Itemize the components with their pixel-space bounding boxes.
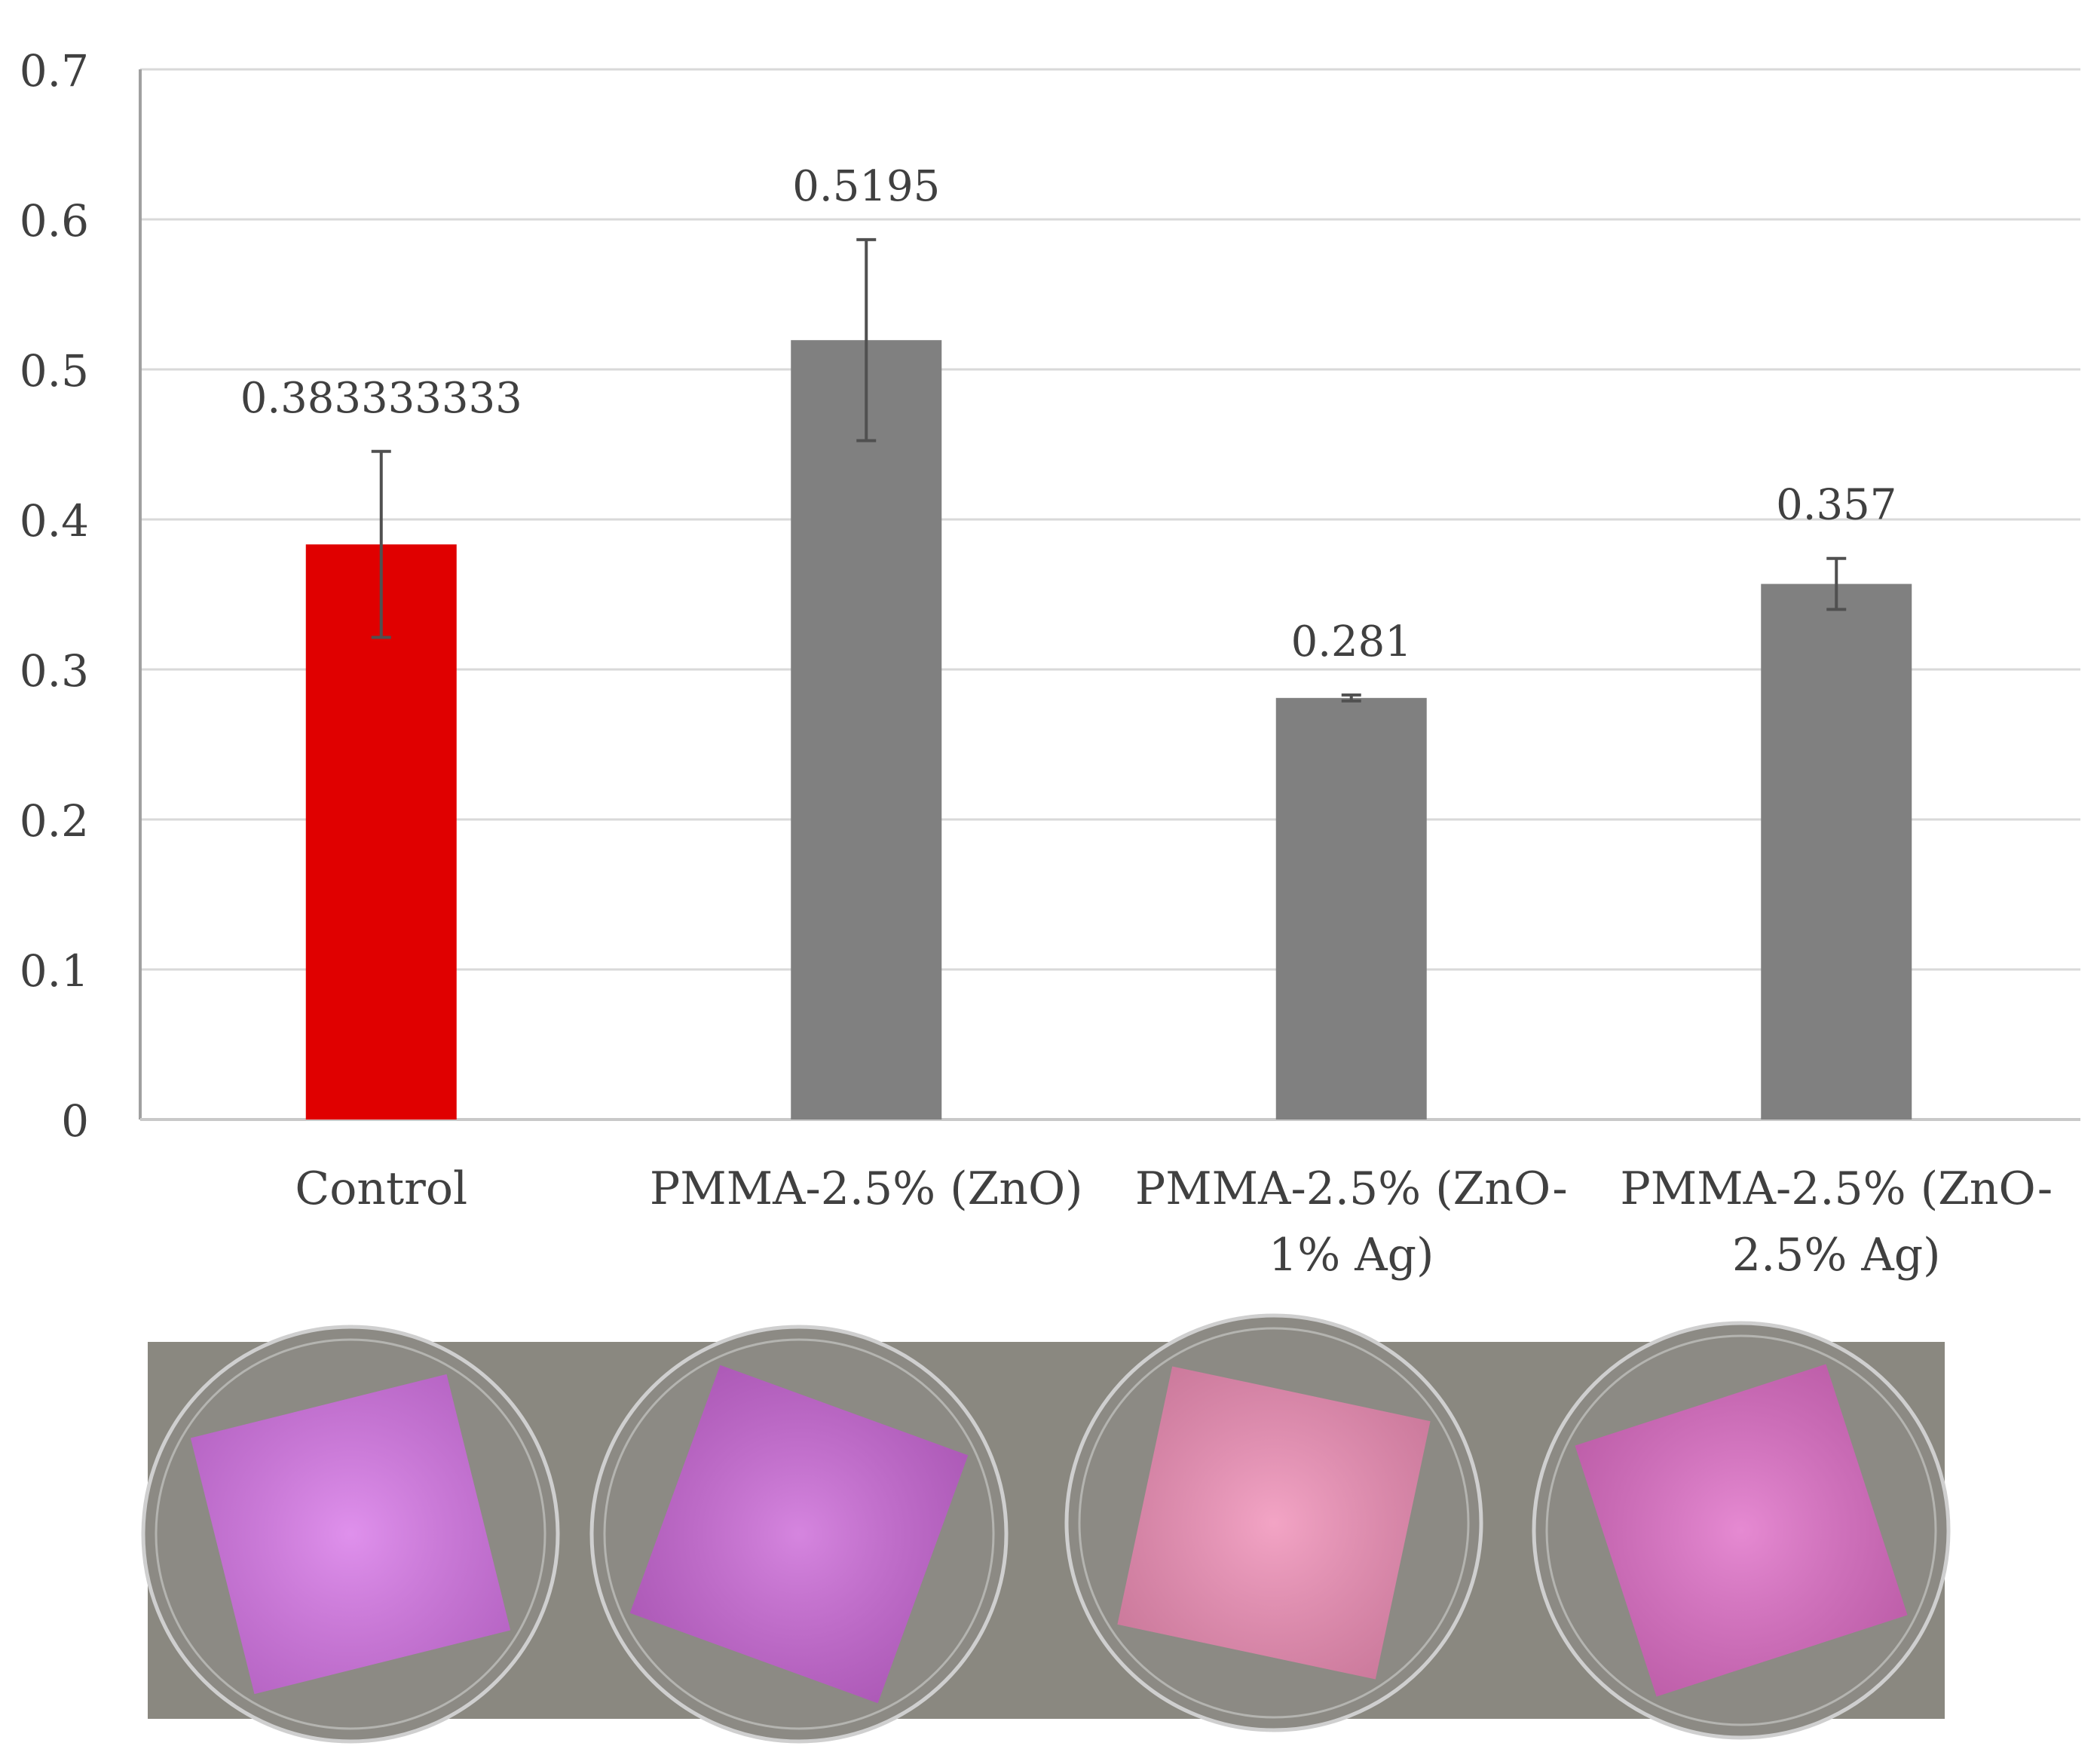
well-ring	[1532, 1321, 1951, 1740]
y-tick-label: 0.4	[20, 495, 89, 547]
error-bar	[856, 237, 877, 443]
plate-well-zno-1ag	[1064, 1313, 1483, 1732]
x-tick-label: Control	[295, 1162, 467, 1215]
well-ring	[1064, 1313, 1483, 1732]
error-bars	[371, 237, 1847, 703]
error-bar	[371, 449, 391, 639]
y-tick-label: 0.6	[20, 195, 89, 247]
sample-tile	[1575, 1364, 1908, 1697]
gridlines	[140, 68, 2080, 971]
plate-well-control	[141, 1325, 560, 1744]
x-tick-label: PMMA-2.5% (ZnO)	[650, 1162, 1083, 1215]
bar	[1761, 583, 1912, 1120]
error-bar	[1826, 556, 1847, 611]
x-tick-label: PMMA-2.5% (ZnO-2.5% Ag)	[1620, 1162, 2053, 1282]
data-label: 0.5195	[792, 162, 940, 211]
bar	[791, 340, 942, 1120]
sample-tile	[190, 1374, 511, 1695]
well-ring	[589, 1325, 1009, 1744]
y-tick-label: 0.7	[20, 45, 89, 96]
bar	[305, 544, 457, 1120]
well-ring	[141, 1325, 560, 1744]
y-axis-ticks: 0 0.1 0.2 0.3 0.4 0.5 0.6 0.7	[20, 45, 89, 1147]
y-tick-label: 0.1	[20, 945, 89, 997]
plate-well-zno	[589, 1325, 1009, 1744]
plate-well-zno-25ag	[1532, 1321, 1951, 1740]
photo-background	[148, 1342, 1945, 1719]
data-labels: 0.383333333 0.5195 0.281 0.357	[240, 162, 1897, 666]
y-tick-label: 0.5	[20, 345, 89, 397]
bar	[1275, 697, 1427, 1120]
y-tick-label: 0.3	[20, 645, 89, 697]
data-label: 0.383333333	[240, 374, 522, 423]
data-label: 0.357	[1776, 481, 1896, 530]
x-tick-label: PMMA-2.5% (ZnO-1% Ag)	[1135, 1162, 1568, 1282]
error-bar	[1341, 693, 1361, 703]
data-label: 0.281	[1291, 617, 1412, 666]
bar-chart: 0 0.1 0.2 0.3 0.4 0.5 0.6 0.7 0.383333333 0.5195…	[20, 45, 2080, 1282]
y-tick-label: 0.2	[20, 795, 89, 847]
sample-tile	[1117, 1366, 1431, 1680]
bars	[305, 340, 1912, 1120]
sample-tile	[629, 1365, 969, 1704]
x-axis-tick-labels: Control PMMA-2.5% (ZnO) PMMA-2.5% (ZnO-1% …	[295, 1162, 2053, 1282]
y-tick-label: 0	[61, 1095, 89, 1147]
